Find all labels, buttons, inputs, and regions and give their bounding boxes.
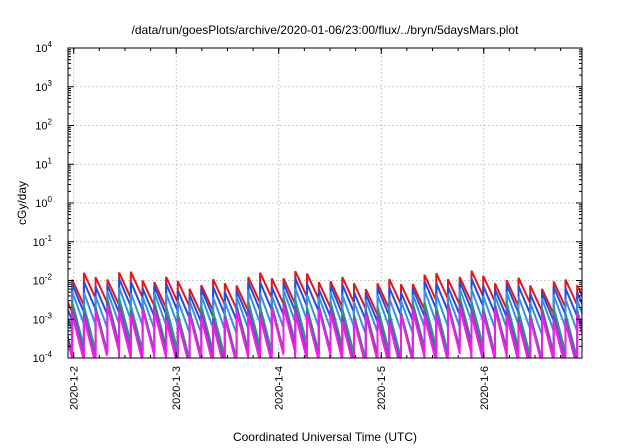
grid-lines: [68, 48, 582, 358]
y-tick-label: 101: [35, 156, 52, 171]
tick-marks: [68, 47, 582, 359]
y-tick-label: 100: [35, 195, 52, 210]
x-tick-label: 2020-1-5: [376, 366, 388, 410]
y-tick-label: 10-1: [33, 234, 53, 249]
y-tick-label: 104: [35, 40, 52, 55]
x-axis-label: Coordinated Universal Time (UTC): [233, 430, 417, 444]
y-tick-label: 103: [35, 79, 52, 94]
x-tick-label: 2020-1-3: [171, 366, 183, 410]
x-tick-label: 2020-1-6: [479, 366, 491, 410]
y-tick-label: 10-3: [33, 311, 53, 326]
y-tick-label: 10-4: [33, 350, 53, 365]
x-tick-label: 2020-1-4: [274, 366, 286, 410]
y-tick-label: 102: [35, 118, 52, 133]
chart-title: /data/run/goesPlots/archive/2020-01-06/2…: [132, 23, 520, 37]
y-tick-label: 10-2: [33, 273, 53, 288]
series-group: [68, 270, 582, 358]
x-tick-label: 2020-1-2: [69, 366, 81, 410]
y-axis-label: cGy/day: [15, 181, 29, 225]
x-tick-labels: 2020-1-2 2020-1-3 2020-1-4 2020-1-5 2020-1-6: [69, 366, 491, 410]
y-tick-labels: 10-4 10-3 10-2 10-1 100 101 102 103 104: [33, 40, 53, 365]
series-line-6: [68, 305, 582, 358]
